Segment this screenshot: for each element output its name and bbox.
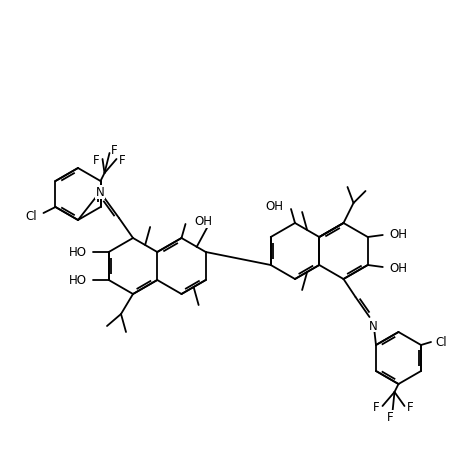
Text: Cl: Cl — [435, 335, 446, 348]
Text: OH: OH — [194, 215, 212, 228]
Text: N: N — [95, 186, 104, 199]
Text: HO: HO — [69, 246, 87, 259]
Text: F: F — [119, 153, 126, 166]
Text: HO: HO — [69, 274, 87, 287]
Text: OH: OH — [390, 228, 408, 241]
Text: OH: OH — [390, 262, 408, 275]
Text: Cl: Cl — [26, 209, 38, 222]
Text: F: F — [373, 401, 380, 414]
Text: OH: OH — [265, 200, 283, 213]
Text: F: F — [111, 143, 118, 156]
Text: N: N — [369, 319, 378, 332]
Text: F: F — [407, 401, 414, 414]
Text: F: F — [93, 153, 100, 166]
Text: F: F — [387, 411, 394, 424]
